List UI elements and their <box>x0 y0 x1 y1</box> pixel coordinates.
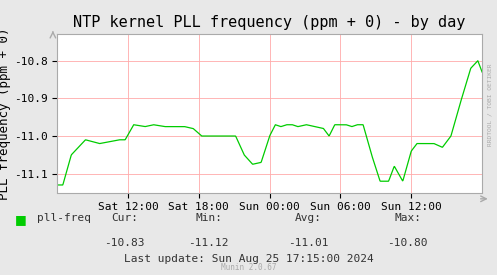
Text: Min:: Min: <box>195 213 222 223</box>
Text: -11.01: -11.01 <box>288 238 329 248</box>
Text: Max:: Max: <box>394 213 421 223</box>
Text: pll-freq: pll-freq <box>37 213 91 223</box>
Text: -10.80: -10.80 <box>387 238 428 248</box>
Y-axis label: PLL frequency (ppm + 0): PLL frequency (ppm + 0) <box>0 27 11 200</box>
Text: ■: ■ <box>15 213 27 226</box>
Text: -11.12: -11.12 <box>188 238 229 248</box>
Title: NTP kernel PLL frequency (ppm + 0) - by day: NTP kernel PLL frequency (ppm + 0) - by … <box>74 15 466 31</box>
Text: Avg:: Avg: <box>295 213 322 223</box>
Text: Cur:: Cur: <box>111 213 138 223</box>
Text: Last update: Sun Aug 25 17:15:00 2024: Last update: Sun Aug 25 17:15:00 2024 <box>124 254 373 264</box>
Text: Munin 2.0.67: Munin 2.0.67 <box>221 263 276 272</box>
Text: -10.83: -10.83 <box>104 238 145 248</box>
Text: RRDTOOL / TOBI OETIKER: RRDTOOL / TOBI OETIKER <box>487 63 492 146</box>
